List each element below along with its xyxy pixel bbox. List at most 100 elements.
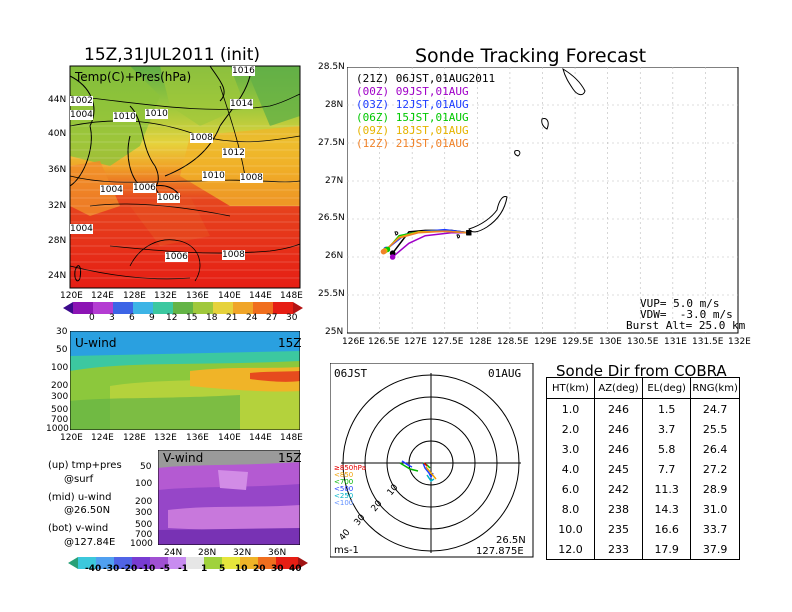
isobar-label: 1010 [145, 109, 168, 119]
polar-legend-entry: ≥850hPa [334, 464, 366, 472]
table-cell: 11.3 [642, 479, 692, 499]
isobar-label: 1010 [202, 171, 225, 181]
wind-colorbar-tick: 10 [235, 564, 248, 574]
pressure-tick: 50 [140, 462, 152, 472]
lat-label: 28.5N [318, 62, 345, 72]
polar-location-lon: 127.875E [476, 546, 524, 557]
lat-label: 32N [233, 548, 252, 558]
table-header: AZ(deg) [593, 377, 644, 399]
lon-label: 120E [60, 433, 83, 443]
table-header: HT(km) [546, 377, 595, 399]
v-wind-label: V-wind [163, 451, 204, 465]
table-cell: 26.4 [690, 439, 740, 459]
table-cell: 5.8 [642, 439, 692, 459]
pressure-tick: 1000 [46, 424, 69, 434]
wind-colorbar-tick: -10 [139, 564, 156, 574]
table-cell: 7.7 [642, 459, 692, 479]
legend-note: (mid) u-wind [48, 492, 112, 503]
lat-label: 40N [48, 129, 67, 139]
pressure-tick: 200 [51, 381, 69, 391]
polar-legend-entry: <850 [334, 471, 354, 479]
lon-label: 130E [599, 337, 622, 347]
polar-legend-entry: <700 [334, 478, 354, 486]
lon-label: 129E [534, 337, 557, 347]
polar-legend-entry: <100 [334, 499, 354, 507]
table-row: 1.0 246 1.5 24.7 [546, 398, 740, 419]
lon-label: 140E [218, 291, 241, 301]
pressure-tick: 200 [135, 497, 153, 507]
table-cell: 8.0 [546, 499, 595, 519]
lat-label: 25N [325, 327, 344, 337]
table-cell: 245 [593, 459, 644, 479]
lon-label: 128E [469, 337, 492, 347]
table-header: RNG(km) [690, 377, 740, 399]
v-wind-section [158, 450, 300, 545]
lon-label: 131E [664, 337, 687, 347]
pressure-tick: 50 [56, 345, 68, 355]
table-cell: 6.0 [546, 479, 595, 499]
legend-note: @surf [64, 474, 94, 485]
track-legend-entry: (00Z) 09JST,01AUG [356, 85, 469, 98]
lon-label: 124E [91, 433, 114, 443]
colorbar-tick: 15 [186, 313, 198, 323]
colorbar-tick: 27 [266, 313, 278, 323]
wind-colorbar-tick: -30 [103, 564, 120, 574]
lat-label: 24N [164, 548, 183, 558]
polar-legend-entry: <250 [334, 492, 354, 500]
isobar-label: 1006 [133, 183, 156, 193]
u-wind-section [70, 331, 300, 430]
lon-label: 144E [249, 433, 272, 443]
track-launch-point [466, 230, 472, 236]
table-cell: 27.2 [690, 459, 740, 479]
lat-label: 28N [198, 548, 217, 558]
colorbar-tick: 21 [226, 313, 238, 323]
param-vdw: VDW= -3.0 m/s [640, 308, 733, 321]
isobar-label: 1008 [190, 133, 213, 143]
colorbar-tick: 0 [89, 313, 95, 323]
legend-note: @127.84E [64, 537, 116, 548]
lat-label: 26.5N [318, 213, 345, 223]
isobar-label: 1004 [70, 110, 93, 120]
table-cell: 3.0 [546, 439, 595, 459]
lon-label: 127.5E [432, 337, 464, 347]
isobar-label: 1008 [222, 250, 245, 260]
table-cell: 3.7 [642, 419, 692, 439]
colorbar-tick: 30 [286, 313, 298, 323]
table-header-row: HT(km) AZ(deg) EL(deg) RNG(km) [546, 377, 740, 399]
colorbar-tick: 24 [246, 313, 258, 323]
lat-label: 28N [48, 236, 67, 246]
sonde-direction-table: HT(km) AZ(deg) EL(deg) RNG(km) 1.0 246 1.5… [546, 377, 740, 560]
table-cell: 33.7 [690, 519, 740, 539]
lon-label: 131.5E [692, 337, 724, 347]
table-cell: 1.5 [642, 398, 692, 419]
table-cell: 17.9 [642, 539, 692, 560]
table-cell: 1.0 [546, 398, 595, 419]
lon-label: 120E [60, 291, 83, 301]
table-cell: 10.0 [546, 519, 595, 539]
v-wind-time: 15Z [278, 451, 302, 465]
track-legend-entry: (09Z) 18JST,01AUG [356, 124, 469, 137]
u-wind-time: 15Z [278, 336, 302, 350]
lon-label: 127E [404, 337, 427, 347]
lat-label: 36N [48, 165, 67, 175]
track-legend-entry: (12Z) 21JST,01AUG [356, 137, 469, 150]
lon-label: 144E [249, 291, 272, 301]
table-row: 2.0 246 3.7 25.5 [546, 419, 740, 439]
wind-colorbar-tick: -5 [160, 564, 170, 574]
wind-colorbar-tick: 40 [289, 564, 302, 574]
lon-label: 132E [728, 337, 751, 347]
table-cell: 246 [593, 419, 644, 439]
isobar-label: 1012 [222, 148, 245, 158]
legend-note: (up) tmp+pres [48, 460, 122, 471]
lon-label: 132E [154, 433, 177, 443]
lat-label: 27N [325, 176, 344, 186]
lon-label: 136E [186, 291, 209, 301]
table-header: EL(deg) [642, 377, 692, 399]
pressure-tick: 30 [56, 327, 68, 337]
lon-label: 132E [154, 291, 177, 301]
table-cell: 246 [593, 398, 644, 419]
wind-colorbar-tick: 5 [219, 564, 226, 574]
legend-note: (bot) v-wind [48, 523, 109, 534]
lat-label: 26N [325, 251, 344, 261]
lat-label: 24N [48, 271, 67, 281]
